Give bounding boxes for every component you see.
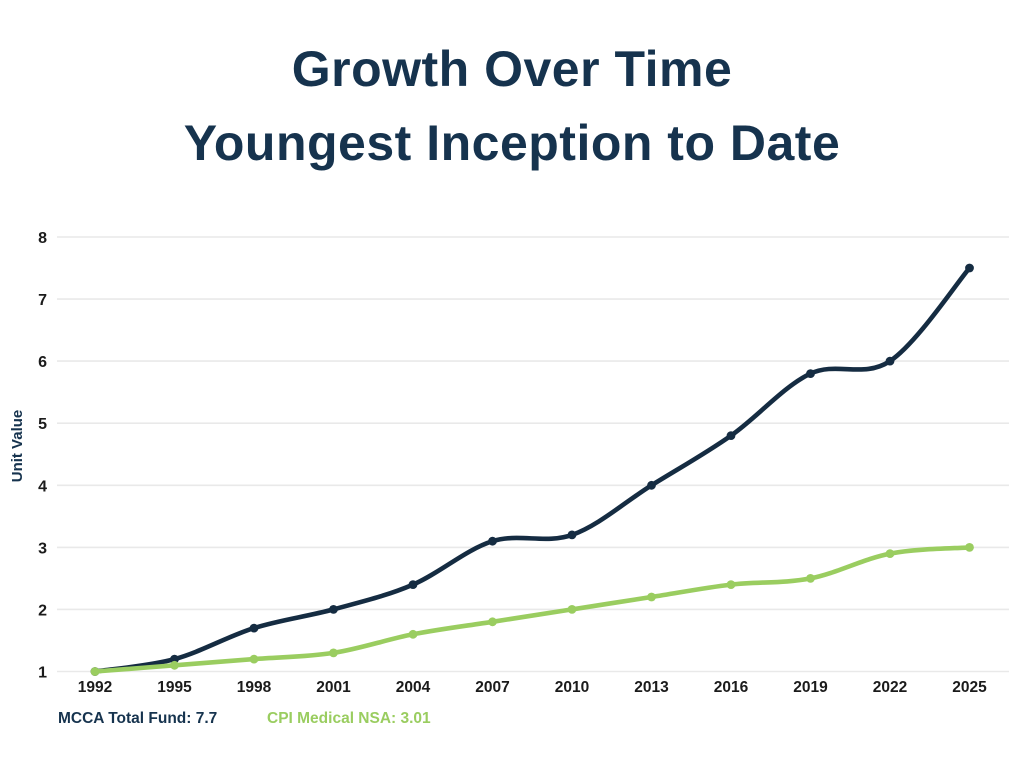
x-tick-label: 2013 — [634, 679, 669, 696]
chart-subtitle: Youngest Inception to Date — [183, 115, 841, 171]
x-tick-label: 2022 — [873, 679, 907, 696]
x-tick-label: 2010 — [555, 679, 589, 696]
y-tick-label: 5 — [38, 416, 47, 433]
x-tick-label: 1995 — [157, 679, 192, 696]
x-tick-label: 1998 — [237, 679, 272, 696]
data-point-mcca-total-fund — [885, 356, 895, 366]
data-point-cpi-medical-nsa — [488, 617, 497, 627]
data-point-mcca-total-fund — [249, 623, 259, 633]
data-point-mcca-total-fund — [408, 580, 418, 589]
data-point-mcca-total-fund — [488, 536, 497, 546]
data-point-cpi-medical-nsa — [170, 660, 179, 670]
x-tick-label: 2001 — [316, 679, 351, 696]
data-point-mcca-total-fund — [647, 480, 656, 490]
data-point-cpi-medical-nsa — [965, 543, 974, 552]
data-point-mcca-total-fund — [726, 431, 736, 440]
data-point-cpi-medical-nsa — [567, 605, 577, 614]
y-tick-label: 3 — [38, 540, 47, 557]
y-tick-label: 4 — [38, 478, 47, 495]
data-point-mcca-total-fund — [567, 530, 577, 540]
data-point-cpi-medical-nsa — [408, 629, 418, 639]
data-point-mcca-total-fund — [170, 654, 179, 664]
data-point-cpi-medical-nsa — [726, 580, 736, 589]
data-point-cpi-medical-nsa — [647, 592, 656, 602]
y-tick-label: 8 — [38, 230, 47, 247]
y-tick-label: 6 — [38, 354, 47, 371]
data-point-mcca-total-fund — [965, 263, 974, 273]
legend-mcca-total-fund: MCCA Total Fund: 7.7 — [58, 710, 218, 727]
series-line-mcca-total-fund — [92, 265, 972, 674]
x-tick-label: 2016 — [714, 679, 749, 696]
x-tick-label: 1992 — [78, 679, 112, 696]
legend-cpi-medical-nsa: CPI Medical NSA: 3.01 — [267, 710, 431, 727]
y-tick-label: 1 — [38, 665, 47, 682]
y-tick-label: 7 — [38, 292, 47, 309]
chart-title: Growth Over Time — [291, 41, 733, 97]
y-tick-label: 2 — [38, 602, 47, 619]
data-point-cpi-medical-nsa — [885, 549, 895, 558]
data-point-cpi-medical-nsa — [249, 654, 259, 664]
series-line-cpi-medical-nsa — [92, 545, 972, 674]
data-point-cpi-medical-nsa — [90, 667, 100, 676]
data-point-mcca-total-fund — [806, 369, 815, 378]
x-tick-label: 2004 — [396, 679, 431, 696]
x-tick-label: 2019 — [793, 679, 828, 696]
data-point-cpi-medical-nsa — [806, 574, 815, 583]
x-tick-label: 2007 — [475, 679, 509, 696]
x-tick-label: 2025 — [952, 679, 987, 696]
data-point-mcca-total-fund — [329, 605, 338, 614]
data-point-cpi-medical-nsa — [329, 648, 338, 658]
